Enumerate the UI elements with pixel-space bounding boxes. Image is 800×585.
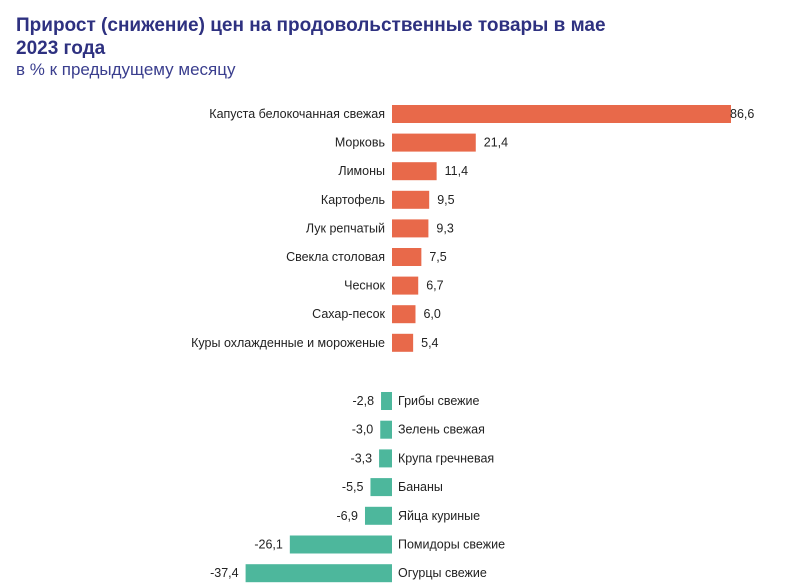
data-label: 86,6 xyxy=(730,107,754,121)
data-label: -5,5 xyxy=(342,480,364,494)
category-label: Свекла столовая xyxy=(286,250,385,264)
data-label: 21,4 xyxy=(484,136,508,150)
category-label: Чеснок xyxy=(344,279,385,293)
category-label: Грибы свежие xyxy=(398,394,480,408)
bar xyxy=(392,133,476,152)
category-label: Яйца куриные xyxy=(398,509,480,523)
bar xyxy=(370,478,392,497)
bar xyxy=(289,535,392,554)
category-label: Огурцы свежие xyxy=(398,566,487,580)
bar xyxy=(392,162,437,181)
category-label: Лимоны xyxy=(338,164,385,178)
bar xyxy=(364,506,392,525)
data-label: 9,5 xyxy=(437,193,454,207)
data-label: 9,3 xyxy=(436,221,453,235)
data-label: -26,1 xyxy=(254,538,283,552)
data-label: -6,9 xyxy=(336,509,358,523)
bar xyxy=(379,449,392,468)
category-label: Зелень свежая xyxy=(398,423,485,437)
data-label: 11,4 xyxy=(445,164,468,178)
data-label: -3,0 xyxy=(352,423,374,437)
category-label: Морковь xyxy=(335,136,385,150)
data-label: 5,4 xyxy=(421,336,438,350)
bar xyxy=(381,392,392,410)
data-label: 6,0 xyxy=(423,307,440,321)
bar xyxy=(392,219,429,238)
category-label: Помидоры свежие xyxy=(398,538,505,552)
category-label: Лук репчатый xyxy=(306,221,385,235)
category-label: Куры охлажденные и мороженые xyxy=(191,336,385,350)
bar xyxy=(392,190,430,209)
data-label: 6,7 xyxy=(426,279,443,293)
category-label: Капуста белокочанная свежая xyxy=(209,107,385,121)
bar xyxy=(392,333,414,352)
bar xyxy=(392,305,416,324)
bar xyxy=(392,248,422,266)
bar xyxy=(245,564,392,583)
data-label: -3,3 xyxy=(351,451,373,465)
chart-subtitle: в % к предыдущему месяцу xyxy=(16,60,236,79)
chart-title: Прирост (снижение) цен на продовольствен… xyxy=(16,15,606,59)
category-label: Бананы xyxy=(398,480,443,494)
category-label: Крупа гречневая xyxy=(398,451,494,465)
data-label: -2,8 xyxy=(352,394,374,408)
category-label: Сахар-песок xyxy=(312,307,385,321)
bar xyxy=(392,105,731,123)
bar xyxy=(392,276,419,295)
data-label: 7,5 xyxy=(429,250,446,264)
bar xyxy=(380,420,392,439)
data-label: -37,4 xyxy=(210,566,239,580)
category-label: Картофель xyxy=(321,193,385,207)
